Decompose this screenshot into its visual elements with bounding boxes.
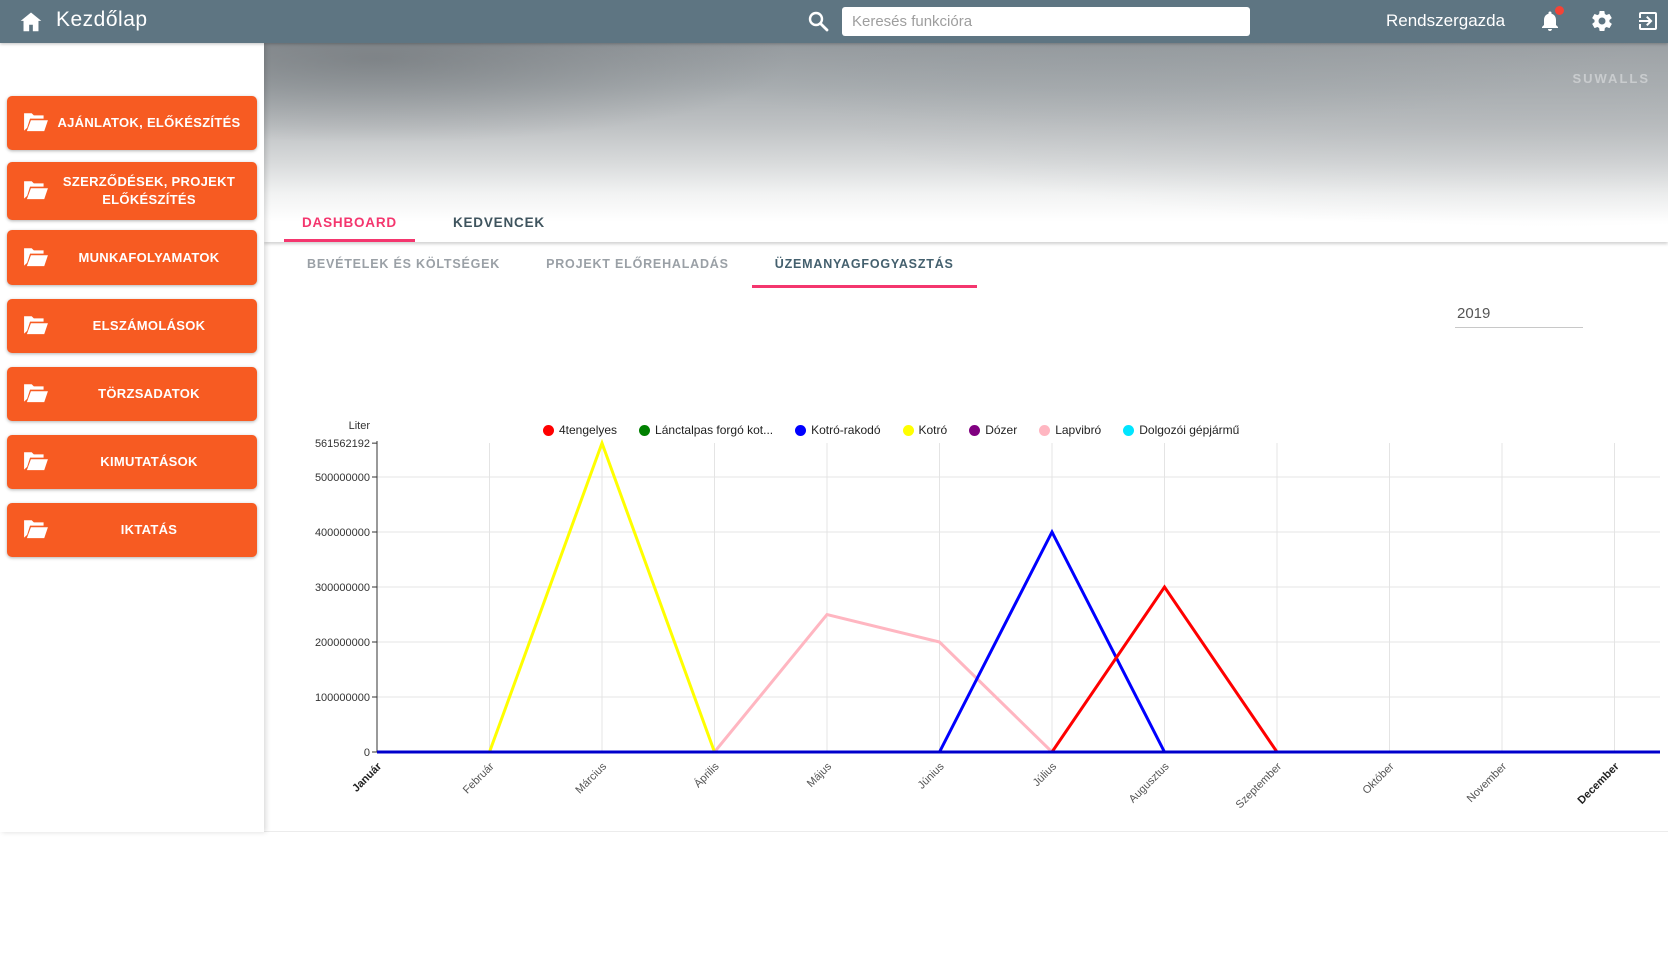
- legend-label: Dolgozói gépjármű: [1139, 423, 1240, 437]
- legend-dot-icon: [1039, 424, 1051, 436]
- logout-button[interactable]: [1636, 9, 1660, 33]
- subtab-bevetelek[interactable]: BEVÉTELEK ÉS KÖLTSÉGEK: [307, 256, 501, 271]
- x-tick-label: Március: [573, 760, 609, 796]
- gear-icon: [1592, 10, 1612, 32]
- tab-kedvencek[interactable]: KEDVENCEK: [452, 215, 545, 230]
- folder-icon: [24, 316, 48, 335]
- x-tick-label: Január: [350, 760, 385, 795]
- y-tick-label: 500000000: [315, 472, 370, 484]
- legend-label: Kotró: [918, 423, 948, 437]
- y-tick-label: 200000000: [315, 637, 370, 649]
- sidebar-item-label: IKTATÁS: [120, 522, 178, 538]
- bell-icon: [1542, 11, 1558, 31]
- x-tick-label: Április: [691, 760, 722, 791]
- legend-item[interactable]: Dolgozói gépjármű: [1123, 423, 1239, 437]
- search-icon[interactable]: [806, 9, 830, 33]
- notification-dot: [1555, 6, 1564, 15]
- fuel-consumption-chart: 4tengelyes Lánctalpas forgó kot... Kotró-r…: [300, 415, 1668, 827]
- logout-icon: [1639, 12, 1657, 30]
- y-tick-label: 100000000: [315, 692, 370, 704]
- x-tick-label: Szeptember: [1234, 760, 1285, 811]
- legend-label: Lapvibró: [1055, 423, 1102, 437]
- topbar: Kezdőlap Rendszergazda: [0, 0, 1668, 43]
- sidebar-item-iktatas[interactable]: IKTATÁS: [7, 503, 257, 557]
- folder-icon: [24, 247, 48, 266]
- user-name: Rendszergazda: [1386, 11, 1506, 30]
- notifications-button[interactable]: [1538, 6, 1564, 33]
- tab-dashboard[interactable]: DASHBOARD: [284, 206, 415, 242]
- series-line: [377, 438, 1615, 754]
- x-tick-label: Február: [461, 760, 497, 796]
- hero-image: SUWALLS DASHBOARD KEDVENCEK: [264, 43, 1668, 242]
- legend-item[interactable]: Dózer: [969, 423, 1017, 437]
- chart-legend: 4tengelyes Lánctalpas forgó kot... Kotró-r…: [543, 423, 1239, 437]
- subtab-uzemanyag[interactable]: ÜZEMANYAGFOGYASZTÁS: [751, 242, 977, 288]
- y-tick-label: 0: [364, 747, 370, 759]
- subtab-projekt[interactable]: PROJEKT ELŐREHALADÁS: [546, 256, 729, 271]
- sidebar-item-label: ELSZÁMOLÁSOK: [92, 318, 206, 334]
- folder-icon: [24, 452, 48, 471]
- series-line: [377, 612, 1615, 754]
- legend-item[interactable]: 4tengelyes: [543, 423, 617, 437]
- legend-item[interactable]: Lapvibró: [1039, 423, 1101, 437]
- sidebar-item-munkafolyamatok[interactable]: MUNKAFOLYAMATOK: [7, 230, 257, 285]
- legend-dot-icon: [543, 424, 554, 436]
- settings-button[interactable]: [1590, 9, 1614, 33]
- sidebar-item-label: SZERZŐDÉSEK, PROJEKT ELŐKÉSZÍTÉS: [62, 174, 236, 207]
- sidebar-item-label: KIMUTATÁSOK: [100, 454, 198, 470]
- folder-icon: [24, 384, 48, 403]
- sidebar: AJÁNLATOK, ELŐKÉSZÍTÉS SZERZŐDÉSEK, PROJ…: [0, 43, 264, 832]
- legend-label: Kotró-rakodó: [811, 423, 881, 437]
- sidebar-item-ajanlatok[interactable]: AJÁNLATOK, ELŐKÉSZÍTÉS: [7, 96, 257, 150]
- sub-tabs: BEVÉTELEK ÉS KÖLTSÉGEK PROJEKT ELŐREHALA…: [284, 242, 977, 288]
- suwalls-watermark: SUWALLS: [1572, 71, 1650, 86]
- legend-label: 4tengelyes: [559, 423, 618, 437]
- legend-item[interactable]: Kotró-rakodó: [795, 423, 881, 437]
- home-icon: [20, 12, 42, 32]
- legend-label: Dózer: [985, 423, 1018, 437]
- sidebar-item-torzsadatok[interactable]: TÖRZSADATOK: [7, 367, 257, 421]
- sidebar-item-label: AJÁNLATOK, ELŐKÉSZÍTÉS: [57, 115, 241, 131]
- legend-dot-icon: [639, 424, 651, 436]
- legend-dot-icon: [795, 424, 807, 436]
- x-tick-label: Október: [1360, 760, 1396, 796]
- y-tick-label: 300000000: [315, 582, 370, 594]
- x-tick-label: Május: [805, 760, 835, 790]
- content-panel: BEVÉTELEK ÉS KÖLTSÉGEK PROJEKT ELŐREHALA…: [264, 242, 1668, 832]
- x-tick-label: December: [1576, 760, 1623, 807]
- legend-label: Lánctalpas forgó kot...: [655, 423, 774, 437]
- y-tick-label: 561562192: [315, 438, 370, 450]
- home-button[interactable]: [18, 9, 44, 35]
- x-tick-label: Július: [1031, 760, 1060, 789]
- y-tick-label: 400000000: [315, 527, 370, 539]
- page-title: Kezdőlap: [56, 8, 148, 31]
- legend-item[interactable]: Lánctalpas forgó kot...: [639, 423, 773, 437]
- folder-icon: [24, 113, 48, 132]
- sidebar-item-label: MUNKAFOLYAMATOK: [78, 249, 220, 265]
- folder-icon: [24, 520, 48, 539]
- main-tabs: DASHBOARD KEDVENCEK: [284, 206, 583, 242]
- x-tick-label: November: [1465, 760, 1510, 805]
- sidebar-item-szerzodesek[interactable]: SZERZŐDÉSEK, PROJEKT ELŐKÉSZÍTÉS: [7, 162, 257, 220]
- folder-icon: [24, 181, 48, 200]
- y-axis-title: Liter: [349, 420, 371, 432]
- year-input[interactable]: [1455, 300, 1583, 328]
- sidebar-item-elszamolasok[interactable]: ELSZÁMOLÁSOK: [7, 299, 257, 353]
- chart-svg: 0 100000000 200000000 300000000 400000000 500…: [315, 420, 1660, 811]
- sidebar-item-label: TÖRZSADATOK: [98, 386, 200, 402]
- sidebar-item-kimutatasok[interactable]: KIMUTATÁSOK: [7, 435, 257, 489]
- legend-dot-icon: [902, 424, 914, 436]
- x-tick-label: Augusztus: [1127, 760, 1172, 805]
- x-tick-label: Június: [916, 760, 947, 791]
- series-line: [377, 584, 1615, 754]
- legend-item[interactable]: Kotró: [902, 423, 948, 437]
- search-input[interactable]: [842, 7, 1250, 36]
- legend-dot-icon: [1123, 424, 1135, 436]
- legend-dot-icon: [969, 424, 981, 436]
